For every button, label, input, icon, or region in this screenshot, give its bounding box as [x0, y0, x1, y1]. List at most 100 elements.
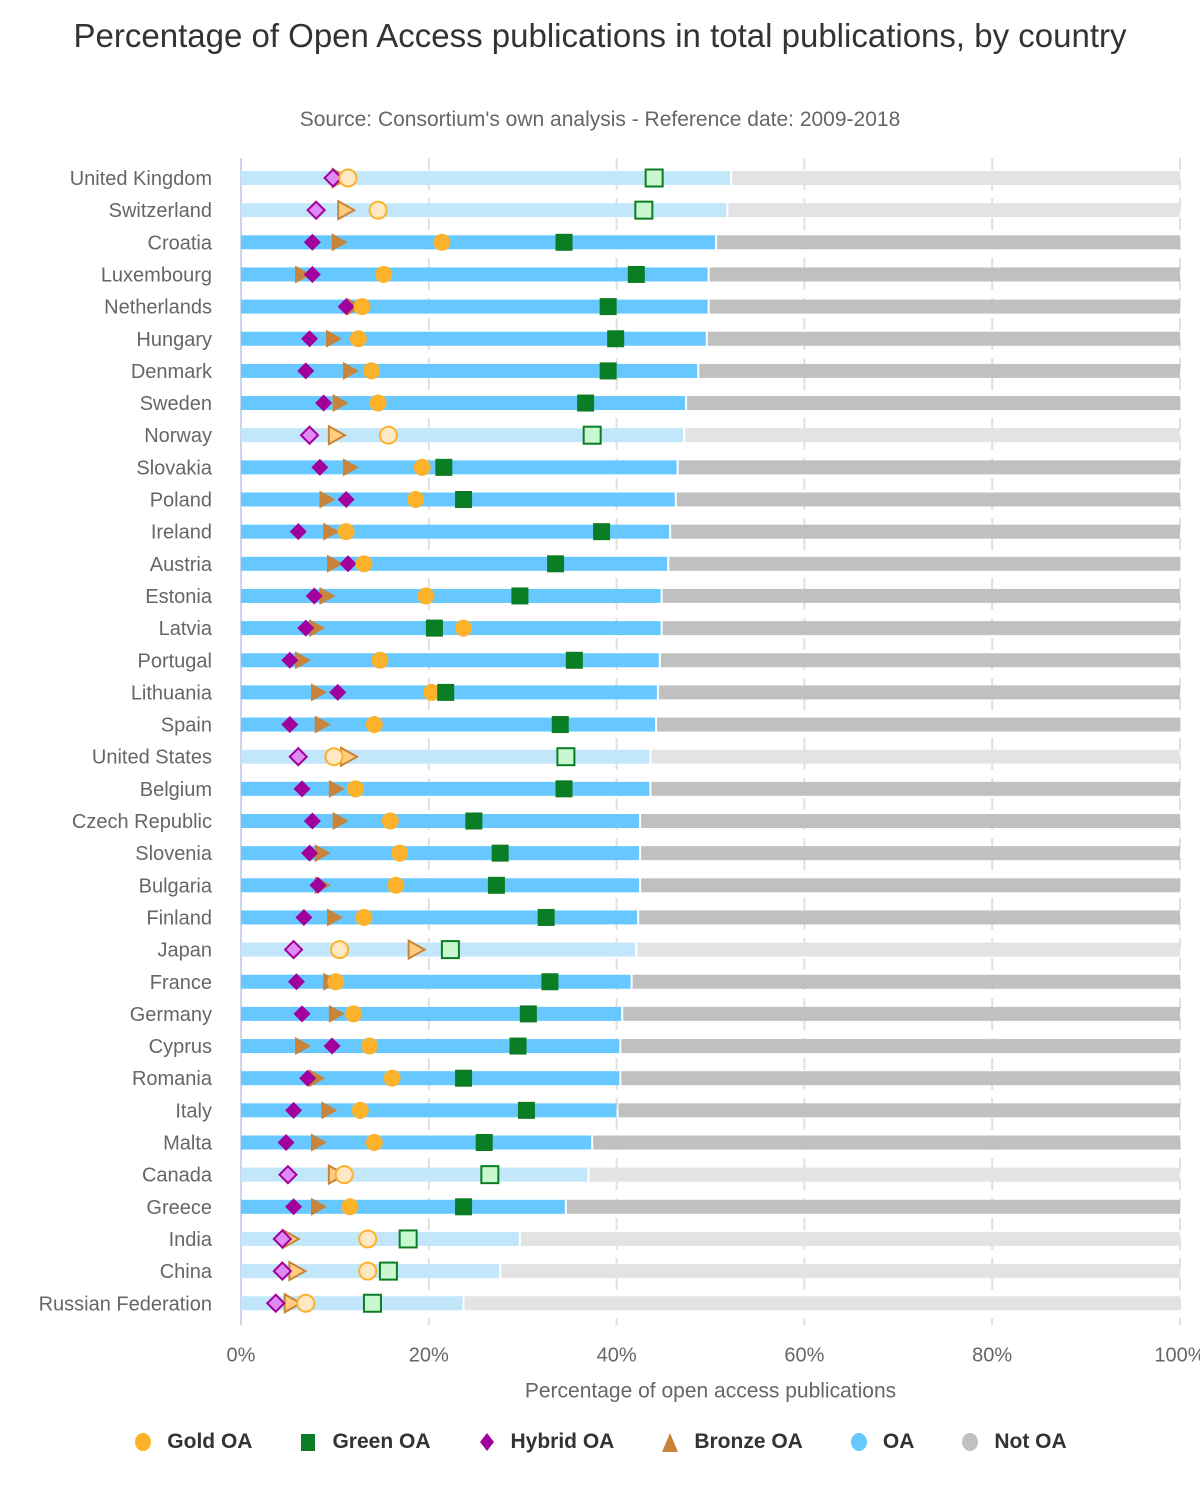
bar-not-oa: [662, 588, 1180, 603]
marker-green-oa: [435, 458, 453, 476]
y-tick-label: Poland: [150, 490, 212, 512]
marker-gold-oa: [365, 716, 383, 734]
marker-green-oa: [480, 1165, 500, 1185]
y-tick-label: Switzerland: [109, 200, 212, 222]
marker-gold-oa: [387, 876, 405, 894]
bar-not-oa: [717, 235, 1180, 250]
marker-bronze-oa: [326, 908, 343, 927]
country-row: Russian Federation: [39, 1292, 1181, 1315]
bar-not-oa: [566, 1199, 1180, 1214]
marker-bronze-oa: [328, 779, 345, 798]
bar-not-oa: [678, 460, 1180, 475]
legend-item-bronze-oa[interactable]: Bronze OA: [660, 1430, 803, 1454]
marker-green-oa: [440, 940, 460, 960]
marker-bronze-oa: [326, 329, 343, 348]
marker-bronze-oa: [310, 1197, 327, 1216]
bar-oa: [241, 363, 698, 378]
marker-hybrid-oa: [303, 233, 321, 251]
marker-green-oa: [509, 1037, 527, 1055]
marker-green-oa: [487, 876, 505, 894]
circle-icon: [135, 1433, 152, 1451]
y-tick-label: Japan: [158, 940, 213, 962]
marker-hybrid-oa: [277, 1134, 295, 1151]
marker-hybrid-oa: [281, 651, 299, 669]
legend-item-oa[interactable]: OA: [849, 1430, 914, 1454]
y-tick-label: Romania: [132, 1068, 213, 1090]
marker-bronze-oa: [319, 586, 336, 605]
country-row: Luxembourg: [101, 264, 1180, 286]
marker-hybrid-oa: [265, 1293, 286, 1314]
triangle-icon: [662, 1433, 679, 1452]
marker-hybrid-oa: [293, 780, 311, 798]
marker-green-oa: [599, 362, 617, 380]
country-row: Portugal: [138, 650, 1180, 672]
bar-oa: [241, 235, 716, 250]
marker-gold-oa: [368, 200, 388, 220]
bar-not-oa: [728, 203, 1180, 218]
marker-hybrid-oa: [303, 265, 321, 283]
bar-oa: [241, 203, 727, 218]
marker-green-oa: [565, 651, 583, 669]
marker-gold-oa: [383, 1069, 401, 1087]
country-row: Greece: [146, 1197, 1180, 1219]
country-row: Bulgaria: [139, 875, 1180, 897]
bar-oa: [241, 621, 661, 636]
marker-green-oa: [475, 1134, 493, 1151]
legend-label: Not OA: [994, 1430, 1067, 1453]
marker-bronze-oa: [295, 265, 312, 284]
marker-gold-oa: [455, 619, 473, 637]
country-row: Latvia: [159, 618, 1180, 640]
marker-hybrid-oa: [303, 812, 321, 830]
diamond-icon: [479, 1433, 494, 1451]
bar-not-oa: [687, 396, 1180, 411]
y-tick-label: China: [160, 1261, 213, 1283]
marker-hybrid-oa: [285, 1198, 303, 1216]
marker-hybrid-oa: [337, 491, 355, 508]
marker-bronze-oa: [332, 394, 349, 413]
marker-hybrid-oa: [337, 298, 355, 316]
marker-gold-oa: [341, 1198, 359, 1216]
y-tick-label: Finland: [146, 907, 212, 929]
bar-oa: [241, 781, 650, 796]
y-tick-label: Norway: [144, 425, 212, 447]
marker-green-oa: [517, 1101, 535, 1119]
y-tick-label: Portugal: [138, 650, 213, 672]
marker-hybrid-oa: [272, 1229, 293, 1249]
bar-oa: [241, 717, 656, 732]
marker-green-oa: [465, 812, 483, 830]
marker-green-oa: [599, 298, 617, 316]
marker-green-oa: [437, 683, 455, 701]
country-row: China: [160, 1260, 1180, 1283]
y-tick-label: Slovenia: [135, 843, 213, 865]
bar-not-oa: [621, 1039, 1180, 1054]
marker-green-oa: [551, 716, 569, 734]
marker-green-oa: [541, 973, 559, 991]
bar-not-oa: [639, 910, 1180, 925]
legend-item-gold-oa[interactable]: Gold OA: [133, 1430, 252, 1454]
circle-icon: [850, 1433, 867, 1451]
marker-gold-oa: [378, 425, 398, 445]
marker-green-oa: [455, 491, 473, 508]
x-tick-label: 60%: [784, 1344, 824, 1366]
marker-hybrid-oa: [301, 844, 319, 862]
bar-oa: [241, 814, 640, 828]
marker-gold-oa: [407, 491, 425, 508]
marker-gold-oa: [334, 1165, 354, 1185]
chart-title: Percentage of Open Access publications i…: [73, 17, 1127, 54]
bar-not-oa: [464, 1296, 1181, 1311]
y-tick-label: Czech Republic: [72, 811, 212, 833]
legend-item-hybrid-oa[interactable]: Hybrid OA: [477, 1430, 614, 1454]
country-row: United States: [92, 745, 1180, 769]
marker-hybrid-oa: [323, 1037, 341, 1055]
marker-gold-oa: [296, 1293, 316, 1313]
country-row: Lithuania: [131, 682, 1180, 704]
marker-green-oa: [627, 265, 645, 283]
marker-gold-oa: [369, 394, 387, 412]
y-tick-label: Estonia: [145, 586, 213, 608]
legend-item-green-oa[interactable]: Green OA: [298, 1430, 431, 1454]
bar-not-oa: [671, 524, 1180, 539]
marker-hybrid-oa: [306, 200, 327, 221]
marker-gold-oa: [337, 523, 355, 541]
country-row: Austria: [150, 554, 1180, 576]
legend-item-not-oa[interactable]: Not OA: [960, 1430, 1067, 1454]
